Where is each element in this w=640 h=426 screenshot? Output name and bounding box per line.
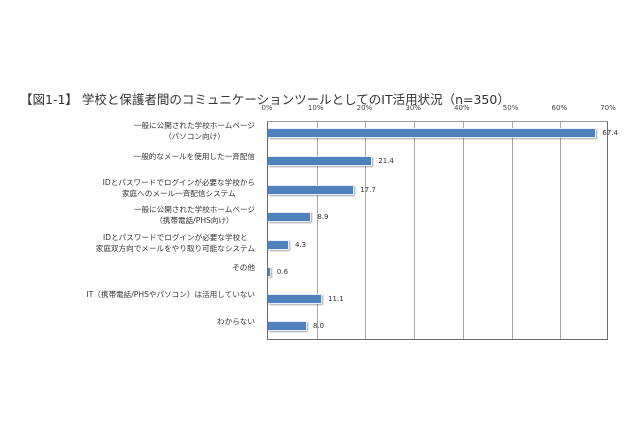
data-label: 8.9 xyxy=(317,213,329,221)
category-label-line2: （携帯電話/PHS向け） xyxy=(155,216,234,225)
data-label: 0.6 xyxy=(276,268,289,276)
data-label: 11.1 xyxy=(328,295,344,303)
category-label: わからない xyxy=(217,316,255,327)
category-label-line1: 一般に公開された学校ホームページ xyxy=(133,121,255,130)
bar xyxy=(268,128,597,138)
x-tick-label: 10% xyxy=(307,104,324,112)
x-tick-label: 0% xyxy=(261,104,273,112)
category-label-line2: 家庭双方向でメールをやり取り可能なシステム xyxy=(95,244,255,253)
data-label: 67.4 xyxy=(602,129,618,137)
category-label-line1: わからない xyxy=(217,317,255,326)
category-label: 一般に公開された学校ホームページ （携帯電話/PHS向け） xyxy=(134,204,255,226)
bar xyxy=(268,212,312,222)
category-label: 一般に公開された学校ホームページ （パソコン向け） xyxy=(134,120,255,142)
category-label-line2: 家庭へのメール一斉配信システム xyxy=(121,189,236,198)
gridline xyxy=(560,122,562,339)
category-label-line1: IT（携帯電話/PHSやパソコン）は活用していない xyxy=(86,290,255,299)
category-label: 一般的なメールを使用した一斉配信 xyxy=(134,151,256,162)
gridline xyxy=(462,122,464,339)
chart-title: 【図1-1】 学校と保護者間のコミュニケーションツールとしてのIT活用状況（n=… xyxy=(20,92,510,107)
bar xyxy=(268,240,289,250)
category-label: その他 xyxy=(232,262,255,273)
x-tick-label: 50% xyxy=(502,104,519,112)
category-label-line1: 一般に公開された学校ホームページ xyxy=(133,205,255,214)
category-label: IT（携帯電話/PHSやパソコン）は活用していない xyxy=(86,289,255,300)
data-label: 8.0 xyxy=(312,322,325,330)
bar xyxy=(268,185,355,195)
plot-area: 67.4 21.4 17.7 8.9 4.3 0.6 11.1 8.0 xyxy=(267,121,618,340)
category-label-line2: （パソコン向け） xyxy=(164,132,225,141)
category-label: IDとパスワードでログインが必要な学校から 家庭へのメール一斉配信システム xyxy=(103,177,255,199)
category-label-line1: その他 xyxy=(232,263,255,272)
bar xyxy=(268,294,323,304)
x-tick-label: 20% xyxy=(356,104,373,112)
data-label: 4.3 xyxy=(294,241,307,249)
data-label: 17.7 xyxy=(360,186,376,194)
bar xyxy=(268,156,373,166)
gridline xyxy=(511,122,513,339)
category-label: IDとパスワードでログインが必要な学校と 家庭双方向でメールをやり取り可能なシステ… xyxy=(96,232,255,254)
category-label-line1: IDとパスワードでログインが必要な学校と xyxy=(102,233,248,242)
x-tick-label: 40% xyxy=(454,104,470,112)
x-tick-label: 30% xyxy=(405,104,421,112)
bar xyxy=(268,267,271,277)
bar xyxy=(268,321,307,331)
gridline xyxy=(316,122,318,339)
gridline xyxy=(365,122,367,339)
x-tick-label: 70% xyxy=(600,104,616,112)
data-label: 21.4 xyxy=(378,157,394,165)
category-label-line1: IDとパスワードでログインが必要な学校から xyxy=(102,178,255,187)
gridline xyxy=(414,122,416,339)
x-tick-label: 60% xyxy=(551,104,568,112)
category-label-line1: 一般的なメールを使用した一斉配信 xyxy=(133,152,256,161)
